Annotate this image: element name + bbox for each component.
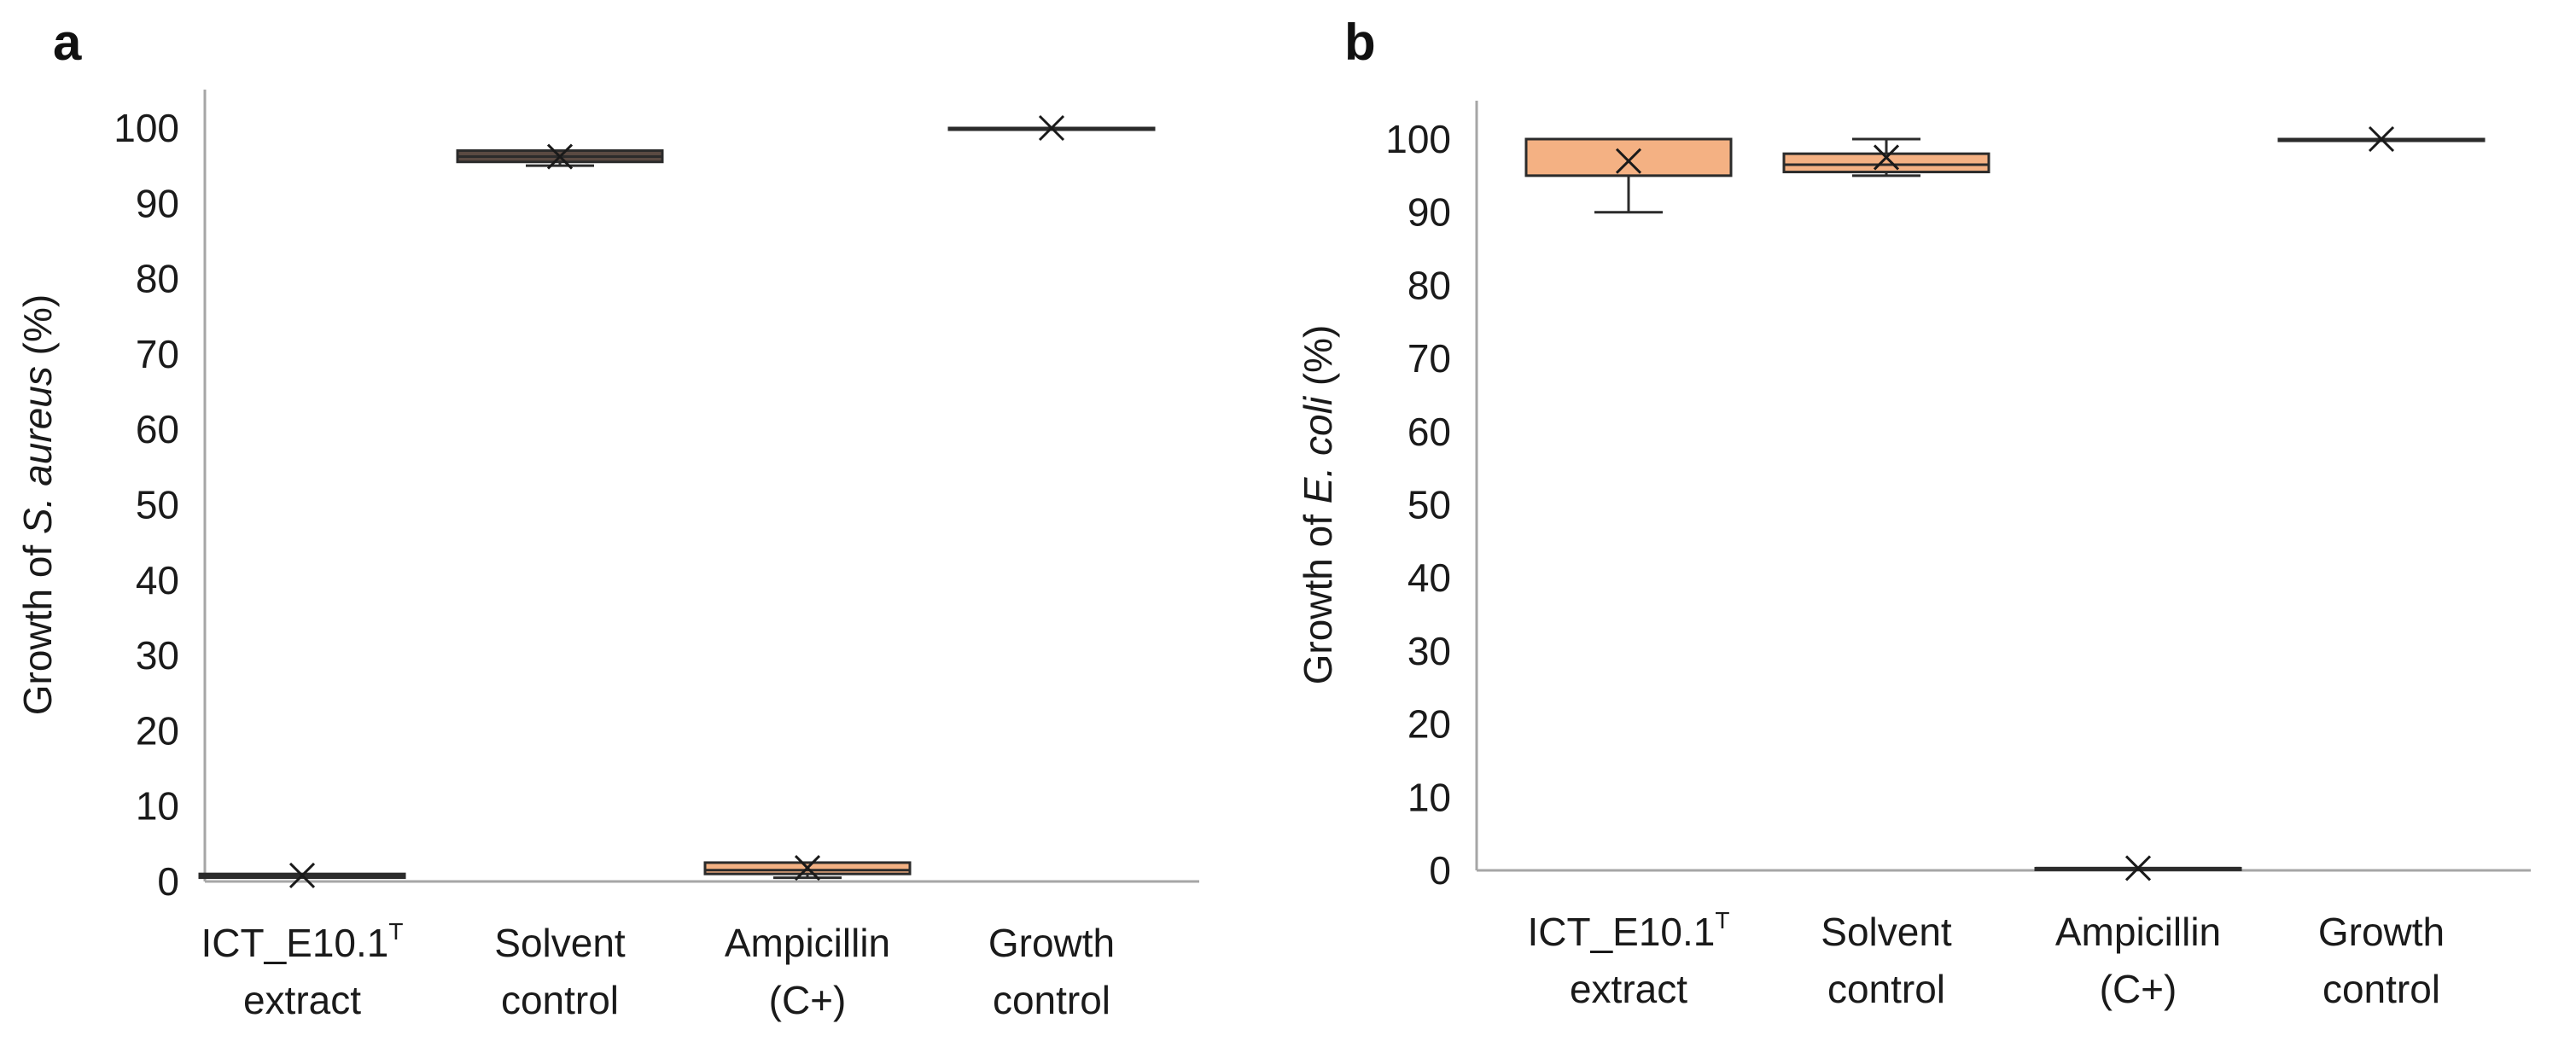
y-tick-label: 10 (136, 784, 179, 829)
y-tick-label: 100 (1385, 117, 1451, 161)
y-tick-label: 80 (136, 257, 179, 301)
box-2 (456, 143, 664, 170)
y-tick-label: 30 (136, 633, 179, 678)
mean-marker (2368, 125, 2395, 153)
y-tick-label: 90 (1407, 190, 1451, 235)
y-axis-label: Growth of E. coli (%) (1296, 325, 1340, 685)
y-tick-label: 70 (1407, 336, 1451, 381)
box-body (1782, 152, 1990, 174)
panel-b: b 0 10 20 30 40 50 60 70 80 90 100 Growth of E. coli… (1296, 14, 2531, 1011)
mean-marker (288, 862, 316, 888)
y-tick-label: 20 (136, 708, 179, 753)
panel-a: a 0 10 20 30 40 50 60 70 80 90 100 Growth of S. aure… (15, 14, 1199, 1022)
y-tick-label: 40 (136, 558, 179, 602)
box-1 (198, 862, 406, 888)
x-category-label: Ampicillin (2055, 910, 2221, 954)
x-category-label: (C+) (2100, 967, 2177, 1011)
box-2 (1782, 137, 1990, 177)
y-tick-label: 60 (136, 407, 179, 451)
x-category-label: Ampicillin (725, 921, 890, 965)
x-category-label: extract (243, 978, 361, 1022)
y-tick-label: 60 (1407, 410, 1451, 454)
y-tick-label: 20 (1407, 702, 1451, 747)
y-tick-label: 30 (1407, 629, 1451, 673)
mean-marker (794, 855, 821, 881)
y-tick-label: 50 (1407, 483, 1451, 527)
y-tick-label: 100 (114, 106, 179, 150)
x-category-label: control (501, 978, 619, 1022)
x-category-label: Solvent (1821, 910, 1952, 954)
x-category-label: control (1827, 967, 1945, 1011)
y-tick-label: 90 (136, 181, 179, 225)
box-3 (2034, 855, 2242, 881)
y-tick-label: 0 (157, 859, 179, 904)
x-category-label: ICT_E10.1T (1527, 907, 1729, 954)
x-category-label: control (2322, 967, 2440, 1011)
box-body (1524, 137, 1733, 177)
box-4 (2277, 125, 2486, 153)
panel-label: a (53, 14, 82, 71)
mean-marker (1615, 148, 1642, 174)
box-4 (947, 114, 1156, 142)
mean-marker (1038, 114, 1065, 142)
y-tick-label: 0 (1429, 848, 1451, 893)
y-tick-label: 70 (136, 332, 179, 376)
mean-marker (1873, 144, 1900, 171)
panel-label: b (1344, 14, 1376, 71)
x-category-label: (C+) (769, 978, 847, 1022)
mean-marker (546, 143, 574, 170)
x-category-label: extract (1570, 967, 1687, 1011)
y-tick-label: 40 (1407, 555, 1451, 600)
x-category-label: Growth (988, 921, 1115, 965)
x-category-label: Growth (2318, 910, 2445, 954)
x-category-label: ICT_E10.1T (201, 918, 403, 965)
box-3 (703, 855, 912, 881)
y-axis-label: Growth of S. aureus (%) (15, 294, 60, 715)
box-1 (1524, 137, 1733, 214)
y-tick-label: 50 (136, 483, 179, 527)
y-tick-label: 80 (1407, 263, 1451, 307)
mean-marker (2124, 855, 2152, 881)
y-tick-label: 10 (1407, 775, 1451, 819)
x-category-label: control (993, 978, 1110, 1022)
x-category-label: Solvent (494, 921, 626, 965)
